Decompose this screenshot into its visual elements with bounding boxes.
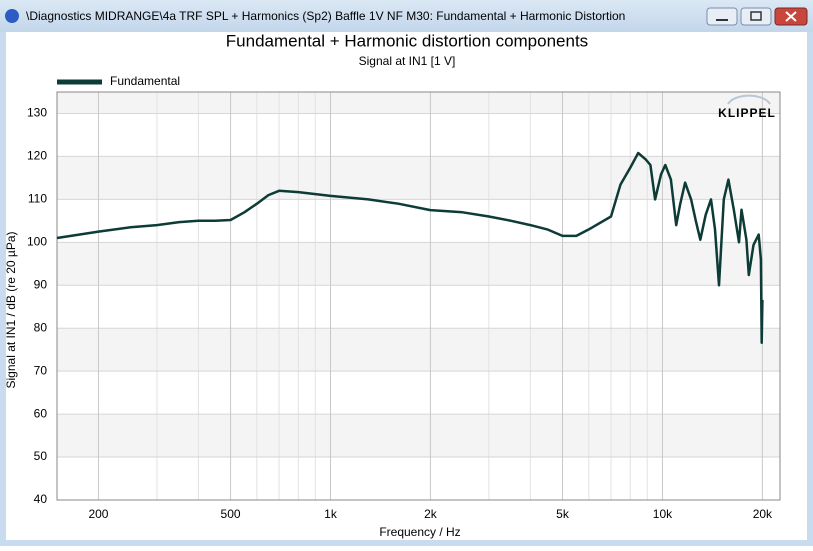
- y-tick-label: 40: [34, 492, 48, 506]
- window-title: \Diagnostics MIDRANGE\4a TRF SPL + Harmo…: [26, 9, 625, 23]
- chart-subtitle: Signal at IN1 [1 V]: [359, 54, 456, 68]
- legend-label: Fundamental: [110, 74, 180, 88]
- y-tick-label: 70: [34, 363, 48, 377]
- y-tick-label: 110: [28, 192, 47, 206]
- logo-arc: [727, 94, 771, 105]
- grid-band: [57, 414, 780, 458]
- title-bar: [0, 0, 813, 32]
- x-axis-label: Frequency / Hz: [379, 525, 460, 539]
- x-tick-label: 20k: [753, 507, 773, 521]
- y-tick-label: 50: [34, 449, 48, 463]
- grid-band: [57, 92, 780, 114]
- x-tick-label: 1k: [324, 507, 338, 521]
- app-icon: [5, 9, 19, 23]
- y-axis-label: Signal at IN1 / dB (re 20 µPa): [4, 232, 18, 389]
- grid-band: [57, 328, 780, 372]
- y-tick-label: 120: [27, 149, 47, 163]
- chart-title: Fundamental + Harmonic distortion compon…: [226, 31, 588, 50]
- x-tick-label: 500: [221, 507, 241, 521]
- maximize-button[interactable]: [740, 7, 772, 26]
- logo: KLIPPEL: [718, 106, 776, 120]
- x-tick-label: 10k: [653, 507, 673, 521]
- y-tick-label: 100: [27, 234, 47, 248]
- close-glyph: [785, 11, 797, 22]
- maximize-glyph: [750, 11, 762, 21]
- data-line: [56, 151, 764, 345]
- x-tick-label: 2k: [424, 507, 438, 521]
- x-tick-label: 5k: [556, 507, 570, 521]
- y-tick-label: 90: [34, 277, 48, 291]
- minimize-button[interactable]: [706, 7, 738, 26]
- plot-border: [56, 91, 781, 501]
- x-tick-label: 200: [88, 507, 108, 521]
- y-tick-label: 130: [27, 106, 47, 120]
- y-tick-label: 80: [34, 320, 48, 334]
- grid-band: [57, 242, 780, 286]
- y-tick-label: 60: [34, 406, 48, 420]
